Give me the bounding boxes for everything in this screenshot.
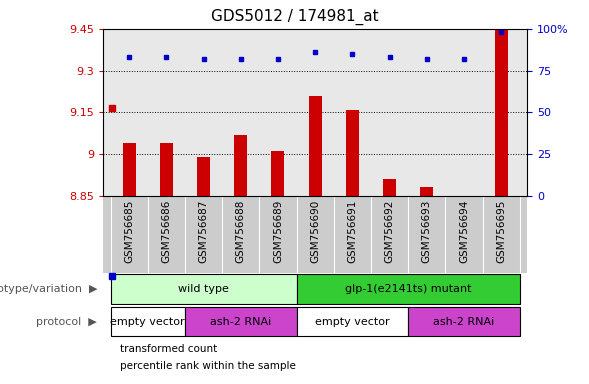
- Text: GSM756693: GSM756693: [422, 200, 432, 263]
- Text: empty vector: empty vector: [315, 316, 390, 327]
- Text: ash-2 RNAi: ash-2 RNAi: [210, 316, 272, 327]
- Text: GSM756692: GSM756692: [385, 200, 395, 263]
- Bar: [272, 151, 284, 196]
- Bar: [234, 134, 247, 196]
- Bar: [296, 307, 408, 336]
- Text: GSM756686: GSM756686: [161, 200, 171, 263]
- Text: GSM756690: GSM756690: [310, 200, 320, 263]
- Text: protocol  ▶: protocol ▶: [37, 316, 97, 327]
- Text: GSM756687: GSM756687: [198, 200, 209, 263]
- Bar: [495, 29, 508, 196]
- Text: transformed count: transformed count: [120, 344, 217, 354]
- Text: wild type: wild type: [178, 284, 229, 294]
- Bar: [408, 307, 519, 336]
- Text: ash-2 RNAi: ash-2 RNAi: [434, 316, 495, 327]
- Text: glp-1(e2141ts) mutant: glp-1(e2141ts) mutant: [345, 284, 471, 294]
- Bar: [185, 307, 296, 336]
- Bar: [111, 274, 296, 304]
- Text: genotype/variation  ▶: genotype/variation ▶: [0, 284, 97, 294]
- Bar: [296, 274, 519, 304]
- Bar: [309, 96, 322, 196]
- Bar: [383, 179, 396, 196]
- Text: GDS5012 / 174981_at: GDS5012 / 174981_at: [211, 9, 378, 25]
- Text: GSM756685: GSM756685: [124, 200, 134, 263]
- Text: GSM756694: GSM756694: [459, 200, 469, 263]
- Text: GSM756695: GSM756695: [496, 200, 506, 263]
- Bar: [197, 157, 210, 196]
- Bar: [160, 143, 173, 196]
- Text: GSM756689: GSM756689: [273, 200, 283, 263]
- Bar: [458, 196, 471, 199]
- Text: percentile rank within the sample: percentile rank within the sample: [120, 361, 296, 371]
- Bar: [420, 187, 434, 196]
- Text: GSM756691: GSM756691: [348, 200, 358, 263]
- Bar: [346, 109, 359, 196]
- Bar: [111, 307, 185, 336]
- Text: GSM756688: GSM756688: [236, 200, 246, 263]
- Bar: [123, 143, 135, 196]
- Text: empty vector: empty vector: [110, 316, 185, 327]
